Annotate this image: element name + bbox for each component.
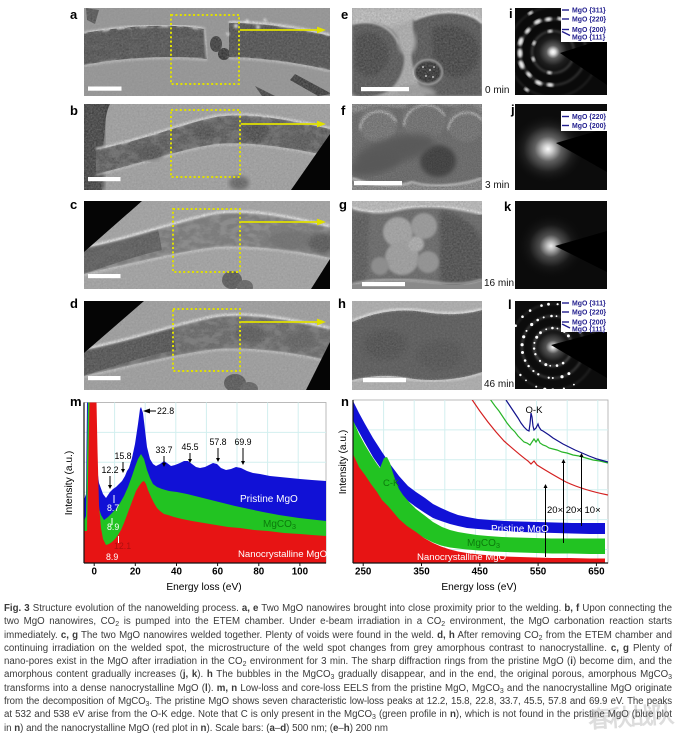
svg-text:MgO {111}: MgO {111} — [572, 35, 606, 42]
svg-text:57.8: 57.8 — [209, 437, 226, 447]
svg-text:3 min: 3 min — [485, 180, 509, 191]
svg-text:MgO {220}: MgO {220} — [572, 17, 606, 24]
svg-text:MgO {311}: MgO {311} — [572, 301, 606, 308]
svg-text:80: 80 — [253, 567, 264, 578]
svg-text:46 min: 46 min — [484, 379, 514, 390]
svg-text:250: 250 — [355, 567, 372, 578]
svg-text:MgO {111}: MgO {111} — [572, 327, 606, 334]
svg-text:69.9: 69.9 — [234, 437, 251, 447]
svg-text:j: j — [510, 102, 515, 117]
svg-text:f: f — [341, 103, 346, 118]
svg-text:MgO {200}: MgO {200} — [572, 320, 606, 327]
svg-text:C-K: C-K — [383, 478, 400, 489]
svg-text:550: 550 — [530, 567, 547, 578]
svg-text:i: i — [509, 6, 513, 21]
svg-text:Energy loss (eV): Energy loss (eV) — [441, 582, 516, 593]
svg-text:a: a — [70, 7, 78, 22]
svg-text:20× 20× 10×: 20× 20× 10× — [547, 505, 601, 516]
svg-text:450: 450 — [472, 567, 489, 578]
svg-text:20: 20 — [130, 567, 141, 578]
svg-text:MgCO3: MgCO3 — [263, 519, 296, 531]
svg-text:45.5: 45.5 — [181, 442, 198, 452]
svg-text:8.7: 8.7 — [107, 503, 119, 513]
svg-text:Intensity (a.u.): Intensity (a.u.) — [338, 430, 349, 495]
svg-text:Pristine MgO: Pristine MgO — [240, 494, 298, 505]
svg-text:8.9: 8.9 — [107, 522, 119, 532]
svg-text:350: 350 — [413, 567, 430, 578]
svg-text:MgCO3: MgCO3 — [467, 538, 500, 550]
svg-text:Pristine MgO: Pristine MgO — [491, 524, 549, 535]
svg-text:16 min: 16 min — [484, 278, 514, 289]
svg-text:d: d — [70, 296, 78, 311]
svg-text:c: c — [70, 197, 77, 212]
svg-text:MgO {200}: MgO {200} — [572, 123, 606, 130]
svg-text:O-K: O-K — [526, 405, 544, 416]
svg-text:650: 650 — [588, 567, 605, 578]
svg-text:0 min: 0 min — [485, 85, 509, 96]
svg-text:g: g — [339, 197, 347, 212]
svg-text:60: 60 — [212, 567, 223, 578]
svg-text:12.1: 12.1 — [114, 541, 131, 551]
svg-text:0: 0 — [91, 567, 97, 578]
svg-text:100: 100 — [292, 567, 309, 578]
svg-text:b: b — [70, 103, 78, 118]
svg-text:MgO {200}: MgO {200} — [572, 27, 606, 34]
svg-text:k: k — [504, 199, 512, 214]
svg-text:33.7: 33.7 — [155, 445, 172, 455]
svg-text:MgO {220}: MgO {220} — [572, 114, 606, 121]
svg-text:MgO {220}: MgO {220} — [572, 310, 606, 317]
svg-text:Energy loss (eV): Energy loss (eV) — [166, 582, 241, 593]
svg-text:22.8: 22.8 — [157, 406, 174, 416]
svg-text:m: m — [70, 394, 82, 409]
svg-text:h: h — [338, 296, 346, 311]
svg-text:12.2: 12.2 — [101, 465, 118, 475]
svg-text:Nanocrystalline MgO: Nanocrystalline MgO — [417, 552, 506, 563]
svg-text:8.9: 8.9 — [106, 552, 118, 562]
svg-text:e: e — [341, 7, 348, 22]
svg-text:l: l — [508, 297, 512, 312]
svg-text:15.8: 15.8 — [114, 451, 131, 461]
svg-text:40: 40 — [171, 567, 182, 578]
svg-text:Nanocrystalline MgO: Nanocrystalline MgO — [238, 549, 327, 560]
svg-text:n: n — [341, 394, 349, 409]
svg-text:Intensity (a.u.): Intensity (a.u.) — [64, 451, 75, 516]
svg-text:MgO {311}: MgO {311} — [572, 8, 606, 15]
